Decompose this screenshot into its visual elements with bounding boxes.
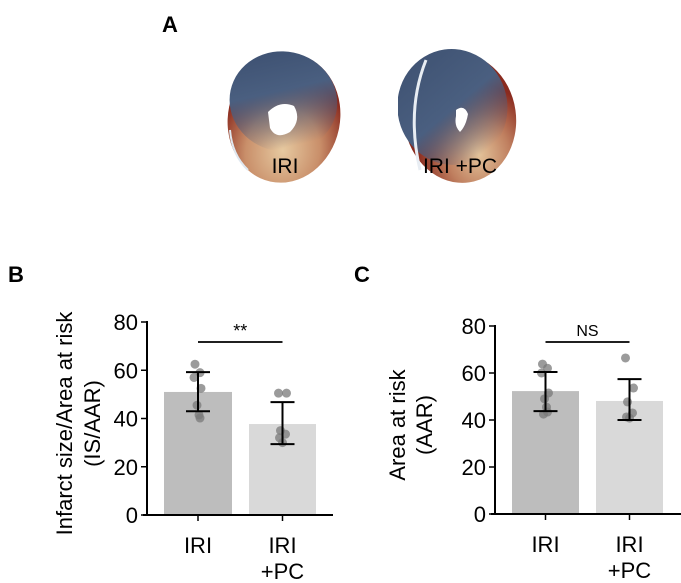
panel-c-x-tick-label: +PC xyxy=(608,558,652,583)
panel-c-y-tick-label: 0 xyxy=(474,502,486,527)
panel-c-data-point xyxy=(629,383,638,393)
panel-c-letter: C xyxy=(354,262,370,287)
panel-b-data-point xyxy=(190,359,200,369)
panel-b-y-axis-label: (IS/AAR) xyxy=(80,380,105,467)
panel-c-x-tick-label: IRI xyxy=(531,532,559,557)
panel-b-data-point xyxy=(282,388,291,398)
panel-c-y-tick-label: 40 xyxy=(462,408,486,433)
panel-b-x-tick-label: IRI xyxy=(184,533,212,558)
panel-b-letter: B xyxy=(8,262,24,287)
panel-b-y-tick-label: 20 xyxy=(114,455,138,480)
panel-b-y-axis-label: Infarct size/Area at risk xyxy=(52,311,77,536)
heart-slice-iri-pc-image xyxy=(398,49,517,183)
panel-c-x-tick-label: IRI xyxy=(615,532,643,557)
panel-c-data-point xyxy=(621,353,630,363)
panel-b-y-tick-label: 60 xyxy=(114,358,138,383)
panel-b-y-tick-label: 0 xyxy=(126,503,138,528)
heart-label-iri: IRI xyxy=(271,155,299,178)
panel-b-y-tick-label: 80 xyxy=(114,310,138,335)
heart-slice-iri-image xyxy=(227,51,341,183)
panel-c-y-axis-label: (AAR) xyxy=(412,395,437,455)
panel-c-data-point xyxy=(623,397,632,407)
panel-c-y-tick-label: 60 xyxy=(462,361,486,386)
panel-c-y-tick-label: 80 xyxy=(462,314,486,339)
panel-c-significance-label: NS xyxy=(576,323,598,340)
panel-b-y-tick-label: 40 xyxy=(114,407,138,432)
panel-c-y-axis-label: Area at risk xyxy=(385,368,410,480)
panel-b-data-point xyxy=(189,372,199,382)
panel-b-data-point xyxy=(274,388,283,398)
panel-b-data-point xyxy=(195,413,205,423)
panel-b-x-tick-label: +PC xyxy=(261,559,305,583)
panel-b-significance-label: ** xyxy=(233,321,247,341)
panel-b-x-tick-label: IRI xyxy=(268,533,296,558)
heart-label-iri-pc: IRI +PC xyxy=(422,155,498,178)
panel-a-letter: A xyxy=(162,12,178,37)
panel-c-y-tick-label: 20 xyxy=(462,455,486,480)
